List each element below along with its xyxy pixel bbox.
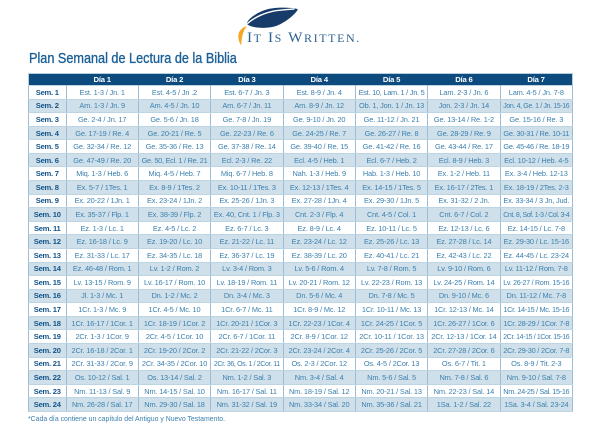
svg-text:IT IS WRITTEN.: IT IS WRITTEN. bbox=[247, 29, 361, 46]
